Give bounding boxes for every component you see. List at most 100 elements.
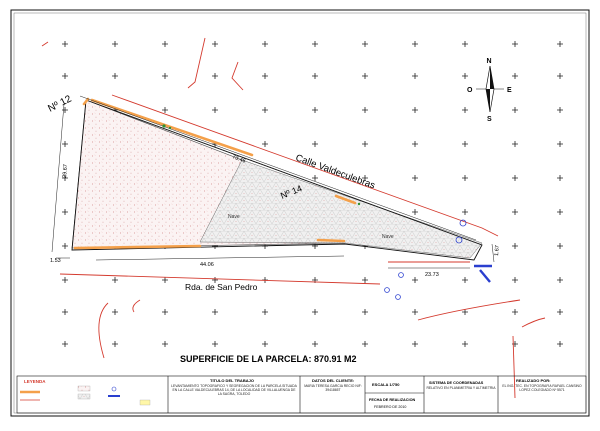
grid-cross (62, 341, 68, 347)
cliente-title: DATOS DEL CLIENTE: (312, 378, 354, 383)
grid-cross (557, 209, 563, 215)
grid-cross (412, 341, 418, 347)
trabajo-text: LEVANTAMIENTO TOPOGRAFICO Y SEGREGACION … (171, 384, 297, 396)
grid-cross (262, 141, 268, 147)
grid-cross (62, 277, 68, 283)
grid-cross (557, 73, 563, 79)
grid-cross (162, 341, 168, 347)
grid-cross (362, 73, 368, 79)
grid-cross (512, 243, 518, 249)
trabajo-title: TITULO DEL TRABAJO (210, 378, 254, 383)
grid-cross (512, 41, 518, 47)
grid-cross (212, 107, 218, 113)
grid-cross (262, 341, 268, 347)
grid-cross (162, 309, 168, 315)
grid-cross (462, 277, 468, 283)
grid-cross (412, 277, 418, 283)
legend-title: LEYENDA (24, 379, 46, 384)
dim-left-edge: 29.67 (62, 164, 69, 178)
street-south-label: Rda. de San Pedro (185, 282, 258, 292)
surface-title: SUPERFICIE DE LA PARCELA: 870.91 M2 (180, 354, 357, 364)
grid-cross (557, 341, 563, 347)
grid-cross (312, 107, 318, 113)
grid-cross (512, 73, 518, 79)
grid-cross (262, 41, 268, 47)
grid-cross (462, 73, 468, 79)
grid-cross (362, 341, 368, 347)
grid-cross (162, 41, 168, 47)
area-label-2: Nave (382, 234, 394, 240)
grid-cross (212, 41, 218, 47)
grid-cross (62, 243, 68, 249)
grid-cross (162, 73, 168, 79)
grid-cross (412, 209, 418, 215)
sheet-border (10, 9, 590, 417)
grid-cross (557, 243, 563, 249)
grid-cross (62, 209, 68, 215)
fecha-title: FECHA DE REALIZACION (369, 398, 416, 402)
realizado-text: EL ING. TEC. EN TOPOGRAFIA RAFAEL CANSIN… (502, 384, 582, 392)
grid-cross (462, 341, 468, 347)
grid-cross (557, 107, 563, 113)
grid-cross (412, 73, 418, 79)
sistema-text: RELATIVO EN PLANIMETRIA Y ALTIMETRIA (426, 386, 496, 390)
grid-cross (462, 309, 468, 315)
grid-cross (557, 309, 563, 315)
grid-cross (62, 73, 68, 79)
grid-cross (557, 277, 563, 283)
sistema-title: SISTEMA DE COORDENADAS (429, 381, 484, 385)
grid-cross (112, 341, 118, 347)
grid-cross (112, 277, 118, 283)
parcel-boundary (71, 99, 483, 261)
grid-cross (462, 175, 468, 181)
grid-cross (512, 209, 518, 215)
grid-cross (462, 209, 468, 215)
grid-cross (362, 175, 368, 181)
grid-cross (512, 175, 518, 181)
grid-cross (312, 243, 318, 249)
compass-north-letter: N (487, 58, 492, 65)
cliente-text: MARIA TERESA GARCIA RECIO NIF: 3941865T (304, 384, 362, 392)
dim-bottom-edge: 44.06 (200, 262, 214, 268)
grid-cross (362, 141, 368, 147)
grid-cross (412, 107, 418, 113)
compass-west-letter: O (467, 87, 473, 94)
grid-cross (62, 41, 68, 47)
street-curbs (41, 37, 546, 399)
grid-cross (312, 175, 318, 181)
grid-cross (62, 175, 68, 181)
grid-cross (362, 309, 368, 315)
grid-cross (162, 277, 168, 283)
area-label-1: Nave (228, 214, 240, 220)
legend-swatches (20, 385, 151, 406)
grid-cross (112, 309, 118, 315)
grid-cross (162, 107, 168, 113)
grid-cross (112, 73, 118, 79)
grid-cross (62, 141, 68, 147)
grid-cross (512, 107, 518, 113)
grid-cross (262, 309, 268, 315)
grid-cross (462, 41, 468, 47)
grid-cross (412, 141, 418, 147)
grid-cross (362, 41, 368, 47)
dim-top-edge: 73.46 (231, 154, 246, 164)
grid-cross (412, 309, 418, 315)
grid-cross (312, 341, 318, 347)
dimension-lines (51, 95, 495, 269)
cliente-text-box: MARIA TERESA GARCIA RECIO NIF: 3941865T (304, 384, 362, 392)
sistema-text-box: RELATIVO EN PLANIMETRIA Y ALTIMETRIA (426, 386, 496, 390)
utility-marks (384, 219, 492, 300)
compass-east-letter: E (507, 87, 512, 94)
fence-lines (73, 97, 357, 250)
grid-cross (362, 107, 368, 113)
grid-cross (62, 309, 68, 315)
escala-title: ESCALA 1/750 (372, 382, 400, 387)
north-compass: N S E O (467, 58, 512, 123)
grid-cross (362, 277, 368, 283)
grid-cross (312, 73, 318, 79)
grid-cross (212, 277, 218, 283)
grid-cross (262, 107, 268, 113)
grid-cross (512, 277, 518, 283)
grid-cross (62, 107, 68, 113)
